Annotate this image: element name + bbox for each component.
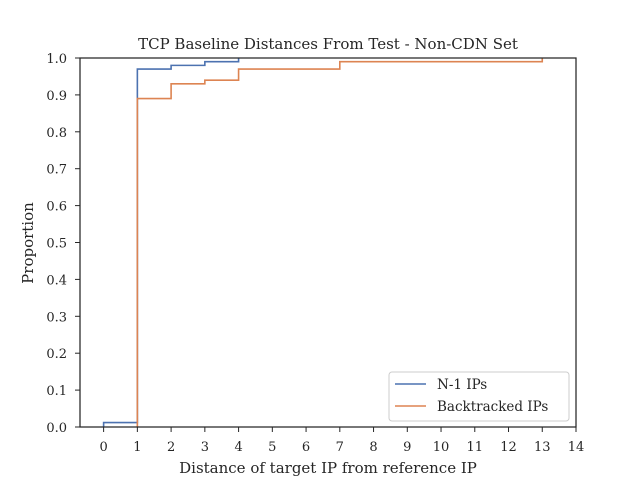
x-tick-label: 4 — [234, 440, 242, 455]
x-tick-label: 11 — [467, 440, 484, 455]
x-tick-label: 7 — [336, 440, 344, 455]
x-tick-label: 0 — [99, 440, 107, 455]
y-tick-label: 0.9 — [46, 89, 67, 104]
y-tick-label: 0.7 — [46, 163, 67, 178]
x-tick-label: 14 — [568, 440, 585, 455]
y-tick-label: 0.1 — [46, 384, 67, 399]
x-tick-label: 8 — [369, 440, 377, 455]
y-tick-label: 0.3 — [46, 310, 67, 325]
legend-label: Backtracked IPs — [437, 399, 548, 415]
x-tick-label: 6 — [302, 440, 310, 455]
x-tick-label: 10 — [433, 440, 450, 455]
y-axis-label: Proportion — [19, 202, 37, 284]
x-tick-label: 2 — [167, 440, 175, 455]
x-tick-label: 1 — [133, 440, 141, 455]
y-tick-label: 0.4 — [46, 273, 67, 288]
x-tick-label: 12 — [500, 440, 517, 455]
series-layer — [102, 58, 544, 427]
x-axis-label: Distance of target IP from reference IP — [179, 459, 477, 477]
x-tick-label: 13 — [534, 440, 551, 455]
y-axis: 0.0 0.1 0.2 0.3 0.4 0.5 0.6 0.7 0.8 0.9 1.0 — [46, 52, 80, 436]
y-tick-label: 0.8 — [46, 126, 67, 141]
legend-box — [388, 371, 570, 422]
x-axis: 0 1 2 3 4 5 6 7 8 9 10 11 12 13 14 — [99, 427, 584, 455]
y-tick-label: 0.6 — [46, 200, 67, 215]
chart-title: TCP Baseline Distances From Test - Non-C… — [138, 35, 518, 53]
legend: N-1 IPs Backtracked IPs — [388, 371, 570, 422]
x-tick-label: 5 — [268, 440, 276, 455]
y-tick-label: 0.5 — [46, 237, 67, 252]
series-line-n-1-ips — [102, 58, 240, 427]
y-tick-label: 0.0 — [46, 421, 67, 436]
x-tick-label: 3 — [201, 440, 209, 455]
y-tick-label: 0.2 — [46, 347, 67, 362]
legend-label: N-1 IPs — [437, 377, 487, 393]
y-tick-label: 1.0 — [46, 52, 67, 67]
x-tick-label: 9 — [403, 440, 411, 455]
series-line-backtracked-ips — [136, 58, 544, 427]
